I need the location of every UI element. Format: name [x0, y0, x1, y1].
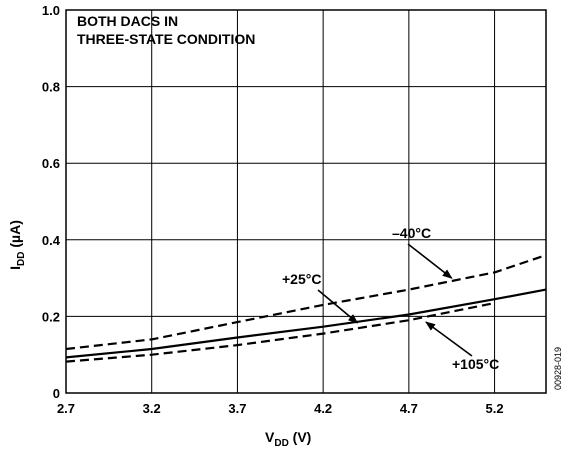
x-tick-label: 5.2: [486, 401, 504, 416]
y-tick-label: 0.6: [42, 156, 60, 171]
curve-label-2: +25°C: [282, 271, 321, 287]
annotation-line-1: BOTH DACS IN: [77, 13, 178, 29]
y-tick-label: 0: [53, 386, 60, 401]
figure-id: 00928-019: [553, 347, 563, 390]
annotation-box: BOTH DACS IN THREE-STATE CONDITION: [77, 13, 255, 47]
y-tick-label: 0.8: [42, 80, 60, 95]
curve-label-arrow-1: [407, 243, 453, 279]
x-tick-label: 4.2: [314, 401, 332, 416]
curve-label-1: –40°C: [392, 225, 431, 241]
x-tick-label: 3.7: [228, 401, 246, 416]
x-tick-label: 3.2: [143, 401, 161, 416]
series-line-1: [65, 254, 547, 351]
plot-frame: [65, 9, 547, 394]
grid: [66, 10, 546, 393]
y-tick-label: 1.0: [42, 3, 60, 18]
curve-label-arrow-2: [317, 289, 359, 324]
y-tick-label: 0.4: [42, 233, 61, 248]
series-line-2: [65, 288, 547, 359]
annotation-line-2: THREE-STATE CONDITION: [77, 31, 255, 47]
x-tick-label: 4.7: [400, 401, 418, 416]
curve-label-arrow-3: [425, 321, 473, 357]
y-axis-title: IDD (µA): [7, 220, 27, 270]
x-axis-title: VDD (V): [265, 429, 311, 448]
curve-label-3: +105°C: [452, 356, 499, 372]
y-tick-label: 0.2: [42, 309, 60, 324]
series-line-3: [65, 301, 495, 363]
x-tick-label: 2.7: [57, 401, 75, 416]
curve-labels: –40°C +25°C +105°C: [282, 225, 499, 372]
tick-labels: 2.7 3.2 3.7 4.2 4.7 5.2 0 0.2 0.4 0.6 0.8 1.0: [42, 3, 504, 416]
plot-lines: [65, 254, 547, 363]
